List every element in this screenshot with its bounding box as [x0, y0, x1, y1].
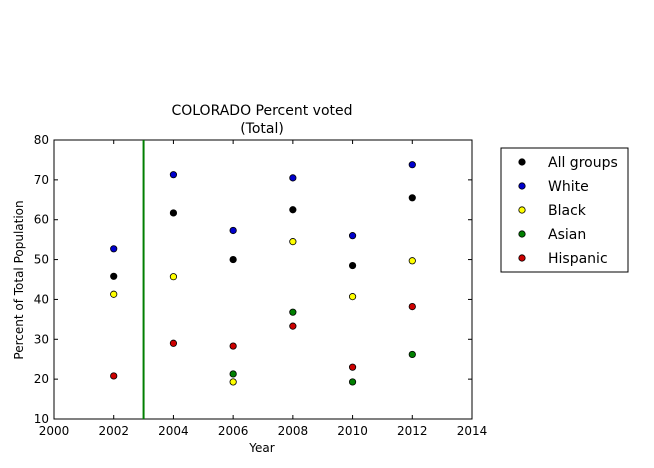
- point-white: [348, 232, 357, 240]
- point-hispanic: [289, 322, 297, 330]
- legend-marker-black: [518, 206, 526, 214]
- point-asian: [408, 350, 416, 359]
- point-asian: [229, 370, 237, 378]
- point-white: [289, 174, 297, 182]
- legend-label-black: Black: [548, 203, 587, 219]
- legend-label-all-groups: All groups: [548, 155, 618, 171]
- point-hispanic: [408, 303, 416, 311]
- point-black: [229, 378, 237, 386]
- point-black: [408, 257, 416, 265]
- y-tick-label: 20: [34, 372, 49, 386]
- point-black: [348, 293, 357, 301]
- point-all-groups: [169, 209, 178, 217]
- legend-marker-hispanic: [518, 254, 526, 262]
- y-tick-label: 30: [34, 332, 49, 346]
- y-tick-label: 70: [34, 173, 49, 187]
- point-hispanic: [229, 342, 237, 350]
- point-all-groups: [289, 206, 297, 214]
- x-tick-label: 2000: [39, 424, 70, 438]
- legend-marker-white: [518, 182, 526, 190]
- chart-title: COLORADO Percent voted: [171, 103, 352, 119]
- point-white: [229, 226, 237, 235]
- point-hispanic: [169, 339, 178, 347]
- point-all-groups: [110, 272, 118, 280]
- plot-frame: [53, 139, 473, 420]
- legend: All groups White Black Asian Hispanic: [500, 147, 629, 273]
- point-white: [169, 171, 178, 179]
- x-tick-label: 2008: [278, 424, 309, 438]
- x-tick-label: 2014: [457, 424, 488, 438]
- chart-subtitle: (Total): [240, 121, 284, 137]
- y-tick-label: 80: [34, 133, 49, 147]
- x-tick-label: 2004: [158, 424, 189, 438]
- y-tick-label: 60: [34, 213, 49, 227]
- point-all-groups: [348, 261, 357, 270]
- point-hispanic: [348, 363, 357, 371]
- x-tick-label: 2010: [337, 424, 368, 438]
- point-white: [408, 161, 416, 169]
- legend-label-asian: Asian: [548, 227, 586, 243]
- y-tick-label: 10: [34, 412, 49, 426]
- y-axis-label: Percent of Total Population: [12, 200, 26, 359]
- point-black: [169, 273, 178, 281]
- point-hispanic: [110, 372, 118, 380]
- point-asian: [348, 378, 357, 386]
- x-tick-label: 2006: [218, 424, 249, 438]
- point-black: [289, 238, 297, 246]
- x-tick-label: 2002: [98, 424, 129, 438]
- legend-marker-asian: [518, 230, 526, 238]
- point-black: [110, 290, 118, 298]
- point-all-groups: [408, 194, 416, 202]
- plot-area: 2000 2002 2004 2006 2008 2010 2012 2014 10 20 30 40…: [34, 133, 488, 438]
- y-tick-label: 50: [34, 253, 49, 267]
- point-asian: [289, 308, 297, 316]
- legend-marker-all-groups: [518, 158, 526, 166]
- y-tick-label: 40: [34, 292, 49, 306]
- legend-label-white: White: [548, 179, 589, 195]
- x-axis-label: Year: [248, 441, 274, 455]
- x-tick-label: 2012: [397, 424, 428, 438]
- point-white: [110, 245, 118, 253]
- legend-label-hispanic: Hispanic: [548, 251, 608, 267]
- point-all-groups: [229, 255, 237, 264]
